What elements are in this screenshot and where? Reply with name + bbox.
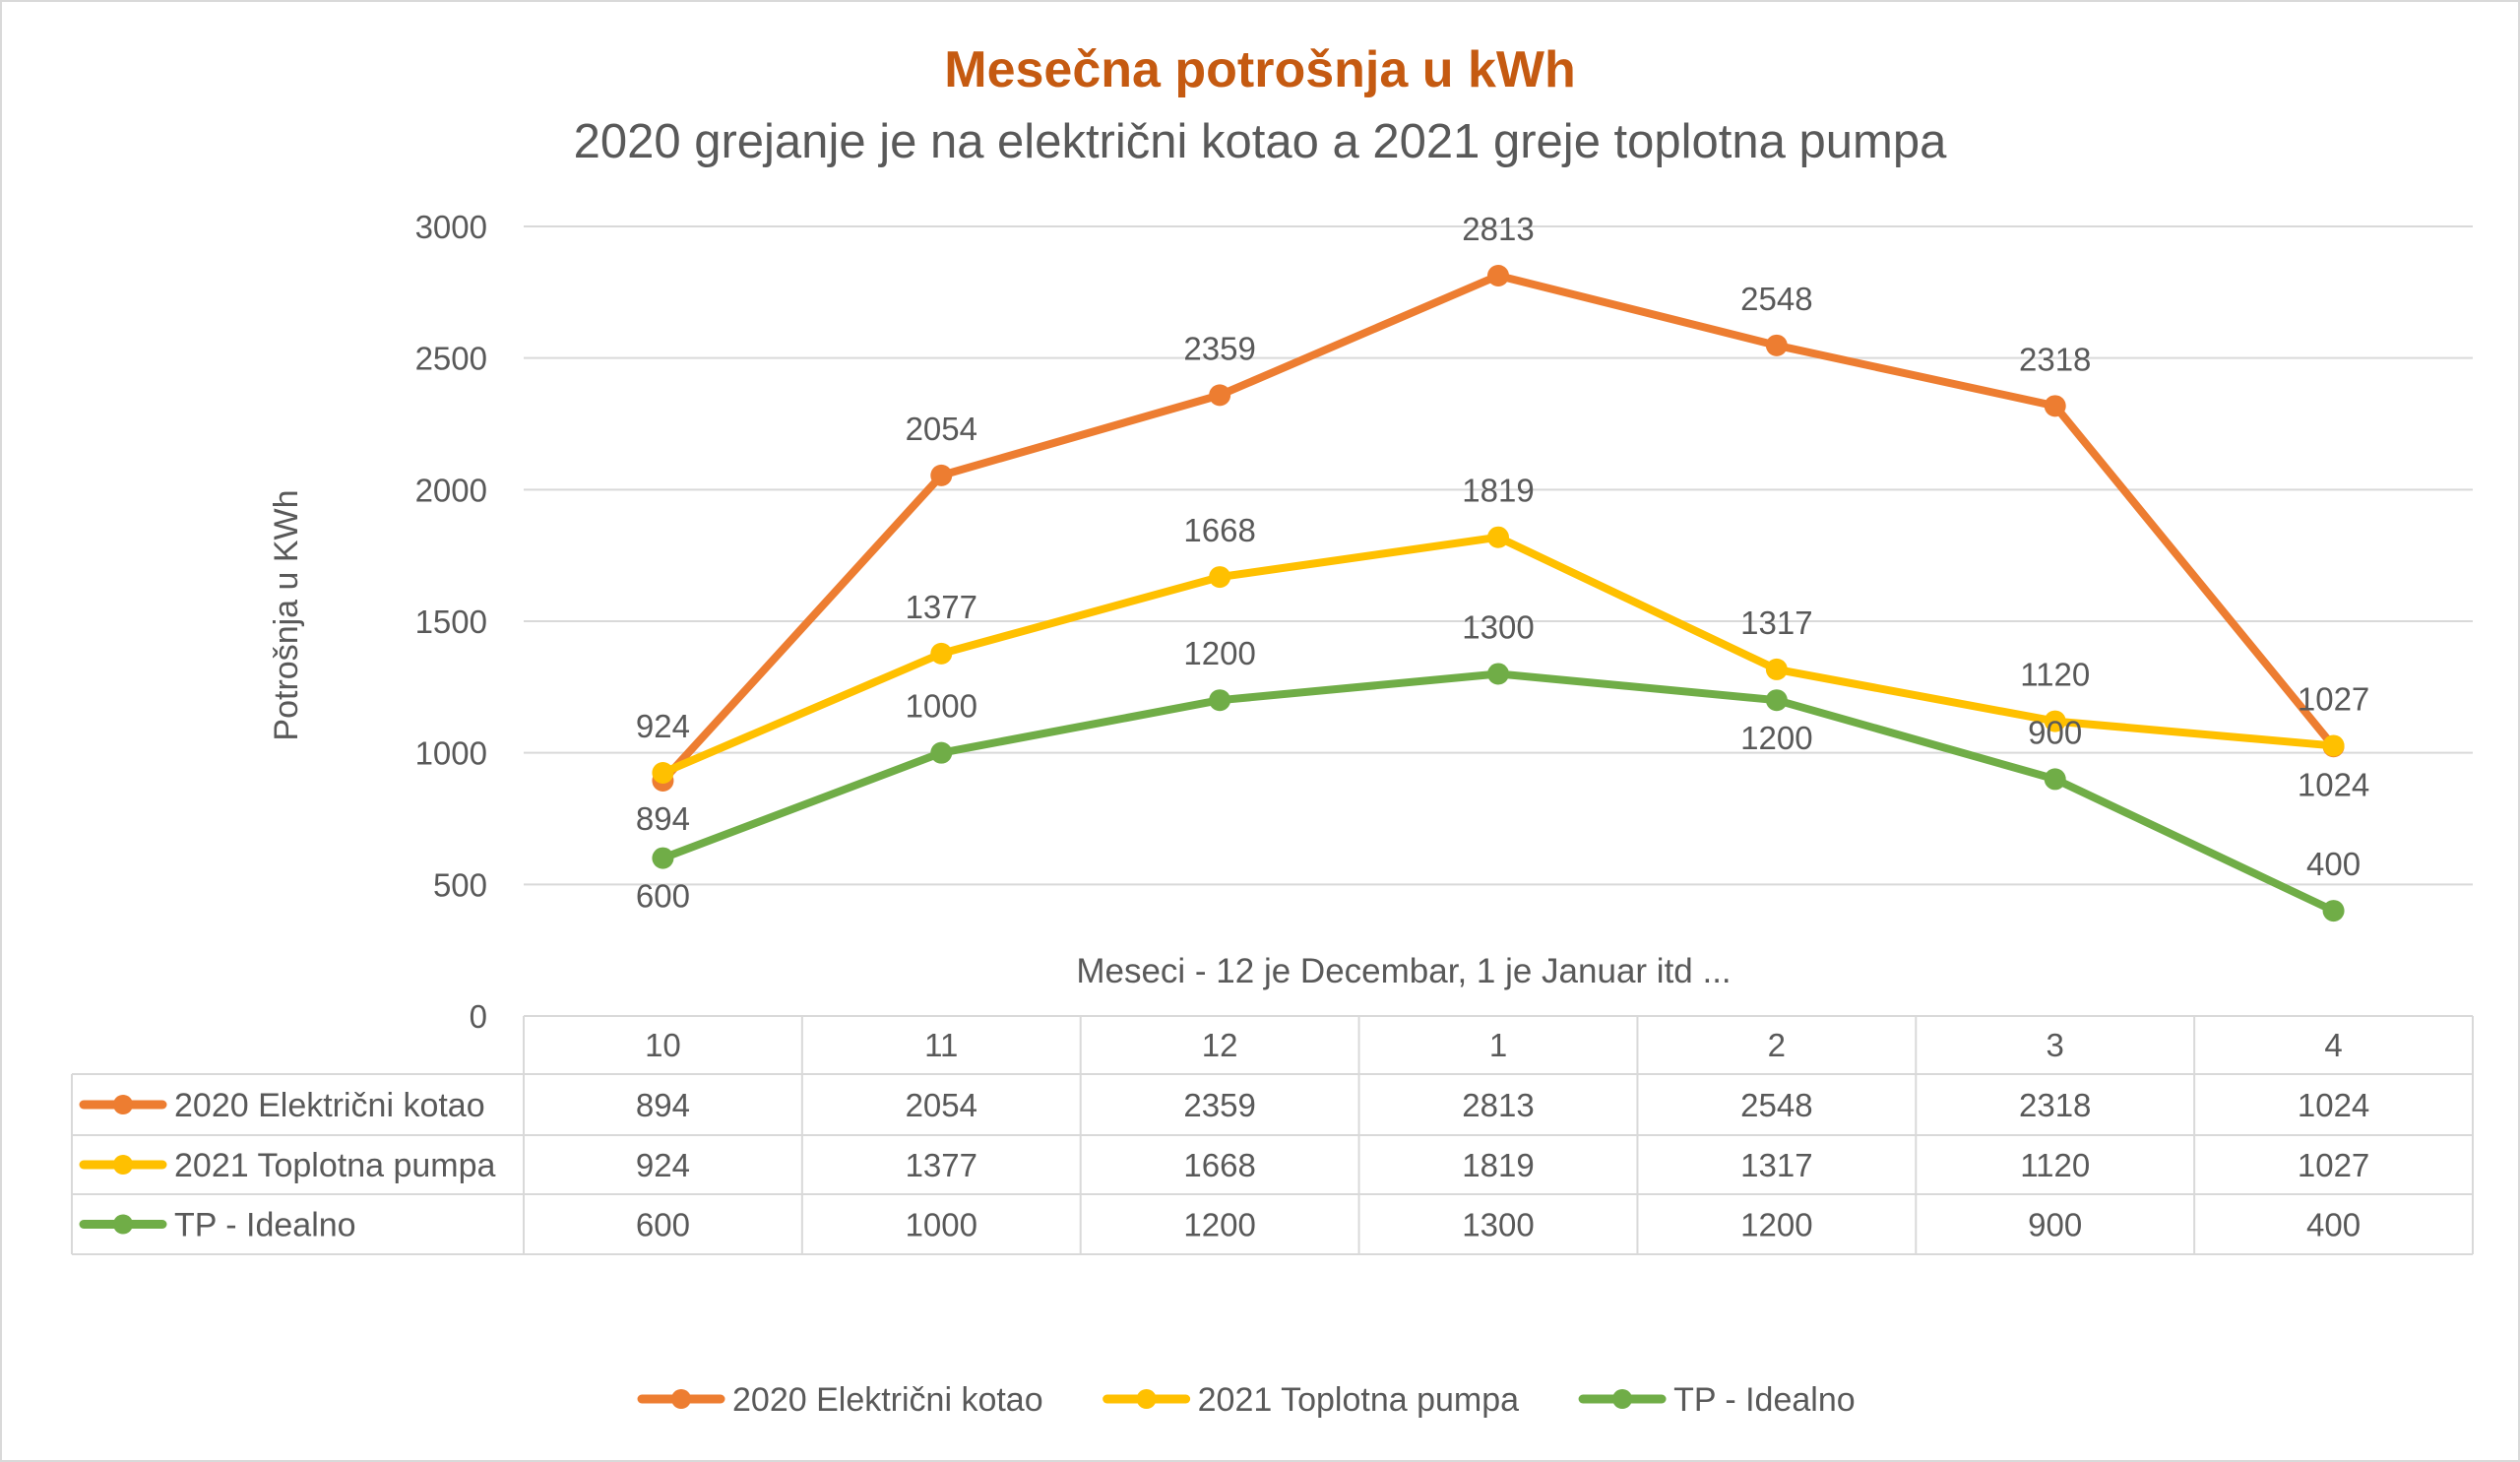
table-series-name: 2020 Električni kotao [174, 1087, 485, 1124]
data-label: 600 [636, 878, 690, 915]
data-point [652, 761, 674, 784]
legend-entry: TP - Idealno [1673, 1381, 1856, 1419]
data-point [1487, 264, 1509, 286]
data-label: 400 [2306, 846, 2361, 882]
data-label: 1668 [1183, 512, 1255, 548]
data-label: 1027 [2298, 680, 2369, 717]
legend-key-marker [671, 1389, 691, 1409]
table-cell: 1668 [1183, 1147, 1255, 1183]
series-line [661, 533, 2334, 777]
table-legend-key-marker [113, 1155, 133, 1175]
data-label: 894 [636, 800, 690, 837]
data-point [1209, 566, 1231, 589]
y-tick-label: 500 [433, 866, 487, 903]
data-label: 1120 [2020, 657, 2090, 693]
chart-subtitle: 2020 grejanje je na električni kotao a 2… [574, 115, 1948, 168]
data-point [1209, 384, 1231, 407]
table-cell: 900 [2028, 1207, 2082, 1243]
data-label: 1024 [2298, 766, 2369, 802]
data-label: 2359 [1183, 330, 1255, 366]
data-label: 1300 [1462, 608, 1534, 645]
y-tick-label: 1500 [415, 604, 487, 640]
table-cell: 2359 [1183, 1087, 1255, 1123]
data-point [2322, 734, 2345, 757]
data-point [1487, 663, 1509, 685]
data-point [1765, 689, 1788, 712]
data-label: 2548 [1740, 281, 1812, 317]
x-tick-label: 11 [924, 1027, 958, 1063]
table-cell: 2548 [1740, 1087, 1812, 1123]
table-cell: 1024 [2298, 1087, 2369, 1123]
data-point [652, 847, 674, 869]
data-point [2044, 768, 2066, 791]
data-label: 1200 [1183, 635, 1255, 671]
data-label: 1819 [1462, 473, 1534, 509]
legend-key-marker [1612, 1389, 1633, 1409]
data-label: 1377 [906, 589, 977, 625]
table-cell: 400 [2306, 1207, 2361, 1243]
table-cell: 1300 [1462, 1207, 1534, 1243]
table-cell: 600 [636, 1207, 690, 1243]
y-tick-label: 3000 [415, 209, 487, 245]
table-series-name: TP - Idealno [174, 1207, 356, 1244]
data-label: 2318 [2019, 341, 2091, 377]
data-label: 924 [636, 708, 690, 744]
x-tick-label: 1 [1489, 1027, 1507, 1063]
y-tick-label: 1000 [415, 735, 487, 772]
table-cell: 924 [636, 1147, 690, 1183]
data-label: 1200 [1740, 720, 1812, 756]
y-tick-label: 2500 [415, 341, 487, 377]
table-cell: 1200 [1183, 1207, 1255, 1243]
chart-title: Mesečna potrošnja u kWh [944, 41, 1575, 98]
data-point [2044, 395, 2066, 417]
y-tick-label: 2000 [415, 472, 487, 508]
data-point [2322, 900, 2345, 922]
table-cell: 2318 [2019, 1087, 2091, 1123]
table-cell: 1000 [906, 1207, 977, 1243]
data-point [930, 642, 953, 665]
data-label: 2054 [906, 411, 977, 447]
table-legend-key-marker [113, 1214, 133, 1235]
table-cell: 2054 [906, 1087, 977, 1123]
legend-key-marker [1136, 1389, 1157, 1409]
table-legend-key-marker [113, 1095, 133, 1114]
y-axis-title: Potrošnja u KWh [268, 489, 305, 740]
data-label: 2813 [1462, 211, 1534, 247]
table-cell: 1819 [1462, 1147, 1534, 1183]
table-cell: 1027 [2298, 1147, 2369, 1183]
table-cell: 1317 [1740, 1147, 1812, 1183]
data-point [1765, 334, 1788, 356]
data-label: 900 [2028, 714, 2082, 750]
legend-entry: 2021 Toplotna pumpa [1198, 1381, 1520, 1419]
x-axis-title: Meseci - 12 je Decembar, 1 je Januar itd… [1076, 952, 1731, 990]
table-cell: 1120 [2020, 1147, 2090, 1183]
data-point [1209, 689, 1231, 712]
table-cell: 1200 [1740, 1207, 1812, 1243]
x-tick-label: 4 [2324, 1027, 2342, 1063]
table-series-name: 2021 Toplotna pumpa [174, 1147, 496, 1184]
data-label: 1000 [906, 688, 977, 725]
x-tick-label: 12 [1202, 1027, 1238, 1063]
x-tick-label: 10 [645, 1027, 681, 1063]
data-point [2044, 710, 2066, 732]
data-point [1765, 658, 1788, 680]
x-tick-label: 3 [2047, 1027, 2064, 1063]
y-tick-label: 0 [470, 998, 487, 1035]
table-cell: 1377 [906, 1147, 977, 1183]
legend-entry: 2020 Električni kotao [732, 1381, 1043, 1419]
data-label: 1317 [1740, 604, 1812, 641]
table-cell: 894 [636, 1087, 690, 1123]
data-point [930, 741, 953, 764]
data-point [1487, 526, 1509, 548]
table-cell: 2813 [1462, 1087, 1534, 1123]
data-point [930, 464, 953, 486]
x-tick-label: 2 [1768, 1027, 1786, 1063]
